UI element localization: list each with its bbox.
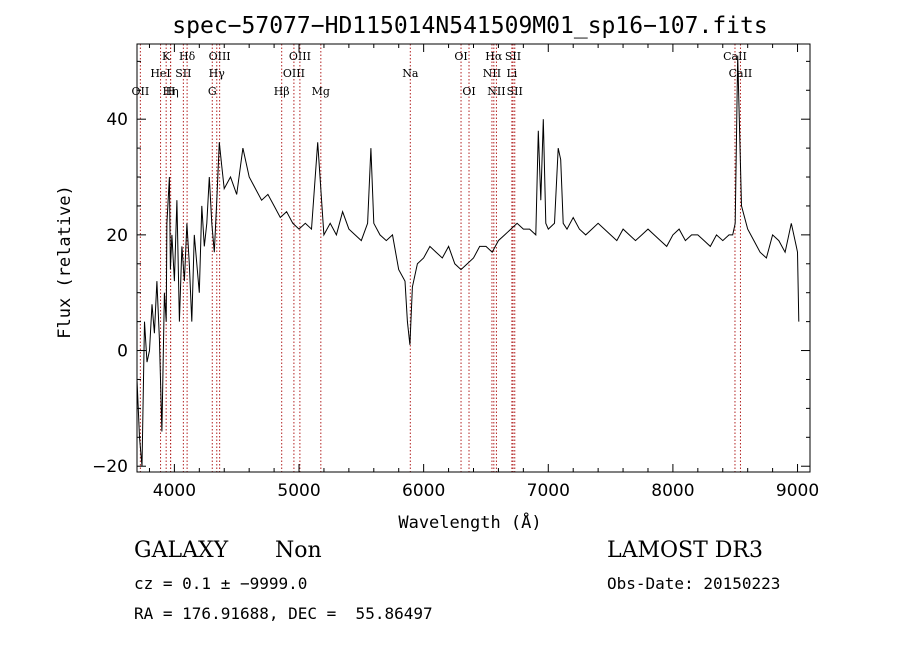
coordinates-text: RA = 176.91688, DEC = 55.86497: [134, 604, 433, 623]
line-marker-label-11: OIII: [283, 67, 305, 80]
line-marker-label-14: Na: [402, 67, 419, 80]
line-marker-label-1: K: [162, 50, 171, 63]
line-marker-label-4: Hδ: [179, 50, 196, 63]
line-marker-label-5: Hη: [163, 85, 179, 98]
line-marker-label-15: OI: [454, 50, 467, 63]
line-marker-label-21: SII: [507, 85, 523, 98]
line-marker-label-17: NII: [483, 67, 501, 80]
y-tick-label-0: 0: [117, 342, 128, 362]
x-tick-label-6000: 6000: [402, 481, 445, 501]
y-axis-ticks: −20 0 20 40: [92, 60, 810, 477]
spectral-line-labels: OII K H HeI Hδ Hη SII G Hγ OIII Hβ OIII OIII Mg Na OI OI…: [132, 50, 753, 98]
line-marker-label-20: SII: [505, 50, 521, 63]
spectral-subclass-label: Non: [275, 538, 322, 563]
spectral-line-markers: [139, 44, 741, 472]
y-tick-label-40: 40: [106, 110, 128, 130]
y-tick-label-20: 20: [106, 226, 128, 246]
survey-label: LAMOST DR3: [607, 538, 763, 563]
x-tick-label-4000: 4000: [153, 481, 196, 501]
obs-date-text: Obs-Date: 20150223: [607, 574, 781, 593]
spectral-class-label: GALAXY: [134, 538, 229, 563]
y-tick-label--20: −20: [92, 457, 128, 477]
redshift-text: cz = 0.1 ± −9999.0: [134, 574, 308, 593]
line-marker-label-2: H: [166, 85, 176, 98]
line-marker-label-6: SII: [175, 67, 191, 80]
line-marker-label-19: NII: [487, 85, 505, 98]
x-tick-label-5000: 5000: [277, 481, 320, 501]
x-axis-label: Wavelength (Å): [398, 511, 541, 533]
line-marker-label-24: CaII: [729, 67, 753, 80]
x-tick-label-7000: 7000: [527, 481, 570, 501]
x-tick-label-8000: 8000: [651, 481, 694, 501]
line-marker-label-16: OI: [462, 85, 475, 98]
line-marker-label-0: OII: [132, 85, 150, 98]
line-marker-label-7: G: [208, 85, 217, 98]
x-axis-ticks: 4000 5000 6000 7000 8000 9000: [148, 44, 819, 501]
line-marker-label-8: Hγ: [209, 67, 226, 80]
line-marker-label-10: Hβ: [274, 85, 290, 98]
spectrum-series-line: [136, 55, 800, 467]
x-tick-label-9000: 9000: [776, 481, 819, 501]
line-marker-label-22: Li: [506, 67, 517, 80]
line-marker-label-12: OIII: [289, 50, 311, 63]
line-marker-label-18: Hα: [485, 50, 503, 63]
line-marker-label-3: HeI: [150, 67, 170, 80]
chart-title: spec−57077−HD115014N541509M01_sp16−107.f…: [172, 13, 767, 39]
line-marker-label-9: OIII: [209, 50, 231, 63]
y-axis-label: Flux (relative): [55, 185, 75, 339]
line-marker-label-13: Mg: [312, 85, 330, 98]
line-marker-label-23: CaII: [723, 50, 747, 63]
